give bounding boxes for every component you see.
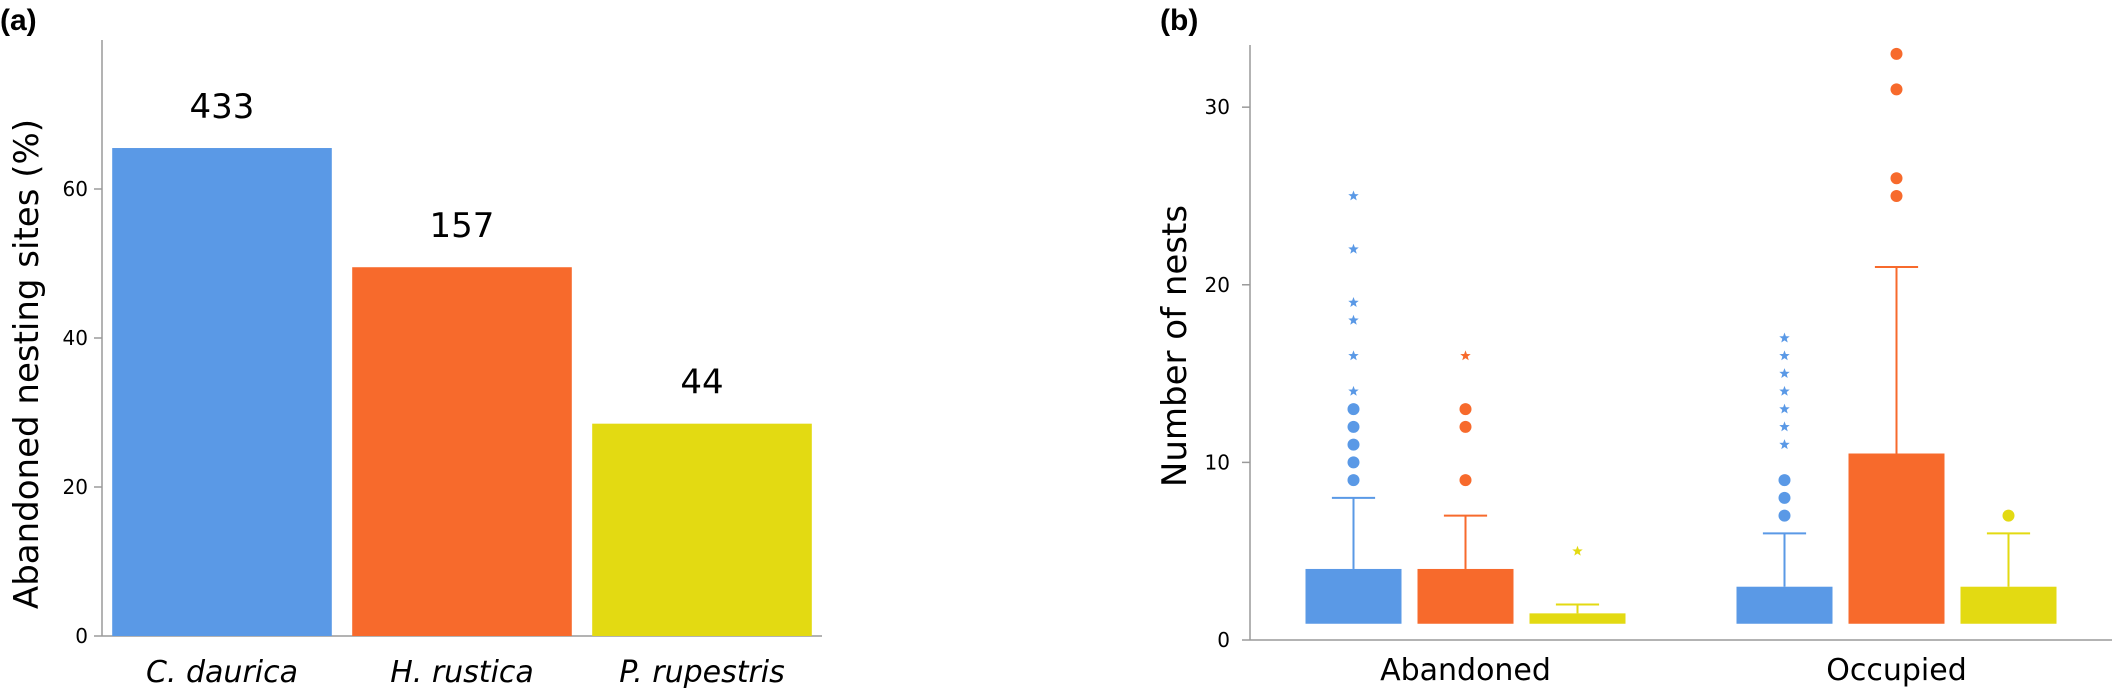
extreme-point bbox=[1779, 332, 1790, 343]
outlier-point bbox=[1890, 83, 1903, 96]
box-h-rustica-abandoned bbox=[1417, 350, 1514, 624]
box-iqr bbox=[1960, 586, 2057, 623]
outlier-point bbox=[1890, 189, 1903, 202]
outlier-point bbox=[1459, 474, 1472, 487]
outlier-point bbox=[1778, 509, 1791, 522]
bar-c-daurica bbox=[112, 148, 332, 636]
box-iqr bbox=[1305, 568, 1402, 623]
panel-b-box-plot: (b) Number of nests 0 10 20 30 Abandoned Occ… bbox=[1155, 4, 2112, 688]
panel-a-label: (a) bbox=[0, 4, 37, 37]
bar-data-label-h-rustica: 157 bbox=[430, 206, 495, 246]
x-category-label-abandoned: Abandoned bbox=[1380, 653, 1551, 688]
panel-b-label: (b) bbox=[1160, 4, 1198, 37]
outlier-point bbox=[1347, 403, 1360, 416]
outlier-point bbox=[1459, 403, 1472, 416]
extreme-point bbox=[1779, 421, 1790, 432]
box-iqr bbox=[1529, 613, 1626, 623]
outlier-point bbox=[1459, 420, 1472, 433]
extreme-point bbox=[1779, 350, 1790, 361]
outlier-point bbox=[1890, 47, 1903, 60]
extreme-point bbox=[1348, 385, 1359, 396]
box-c-daurica-abandoned bbox=[1305, 190, 1402, 624]
extreme-point bbox=[1348, 314, 1359, 325]
outlier-point bbox=[1347, 420, 1360, 433]
box-c-daurica-occupied bbox=[1736, 332, 1833, 624]
outlier-point bbox=[1347, 456, 1360, 469]
panel-b-y-axis-title: Number of nests bbox=[1155, 205, 1195, 487]
extreme-point bbox=[1348, 243, 1359, 254]
box-iqr bbox=[1736, 586, 1833, 623]
panel-a-y-tick-label: 60 bbox=[63, 177, 88, 201]
panel-b-y-tick-label: 0 bbox=[1217, 628, 1230, 652]
panel-b-y-tick-label: 10 bbox=[1205, 450, 1230, 474]
box-p-rupestris-occupied bbox=[1960, 509, 2057, 624]
box-iqr bbox=[1848, 453, 1945, 623]
outlier-point bbox=[1778, 491, 1791, 504]
bar-p-rupestris bbox=[592, 423, 812, 636]
extreme-point bbox=[1348, 190, 1359, 201]
extreme-point bbox=[1779, 385, 1790, 396]
x-category-label-p-rupestris: P. rupestris bbox=[619, 655, 785, 690]
box-h-rustica-occupied bbox=[1848, 47, 1945, 624]
panel-a-y-tick-label: 0 bbox=[75, 624, 88, 648]
outlier-point bbox=[1778, 474, 1791, 487]
bar-h-rustica bbox=[352, 267, 572, 636]
extreme-point bbox=[1460, 350, 1471, 361]
x-category-label-c-daurica: C. daurica bbox=[146, 655, 298, 690]
x-category-label-occupied: Occupied bbox=[1826, 653, 1967, 688]
panel-a-bar-chart: (a) Abandoned nesting sites (%) 0204060 … bbox=[0, 4, 822, 690]
x-category-label-h-rustica: H. rustica bbox=[390, 655, 534, 690]
extreme-point bbox=[1779, 403, 1790, 414]
extreme-point bbox=[1779, 368, 1790, 379]
outlier-point bbox=[1890, 172, 1903, 185]
extreme-point bbox=[1348, 297, 1359, 307]
outlier-point bbox=[2002, 509, 2015, 522]
bar-data-label-p-rupestris: 44 bbox=[680, 363, 723, 403]
panel-a-y-tick-label: 40 bbox=[63, 326, 88, 350]
bar-data-label-c-daurica: 433 bbox=[190, 87, 255, 127]
box-p-rupestris-abandoned bbox=[1529, 545, 1626, 624]
outlier-point bbox=[1347, 474, 1360, 487]
panel-b-y-tick-label: 30 bbox=[1205, 95, 1230, 119]
extreme-point bbox=[1779, 439, 1790, 450]
extreme-point bbox=[1572, 545, 1583, 556]
panel-b-y-tick-label: 20 bbox=[1205, 273, 1230, 297]
outlier-point bbox=[1347, 438, 1360, 451]
box-iqr bbox=[1417, 568, 1514, 623]
panel-a-y-axis-title: Abandoned nesting sites (%) bbox=[7, 119, 47, 609]
panel-a-y-tick-label: 20 bbox=[63, 475, 88, 499]
extreme-point bbox=[1348, 350, 1359, 361]
